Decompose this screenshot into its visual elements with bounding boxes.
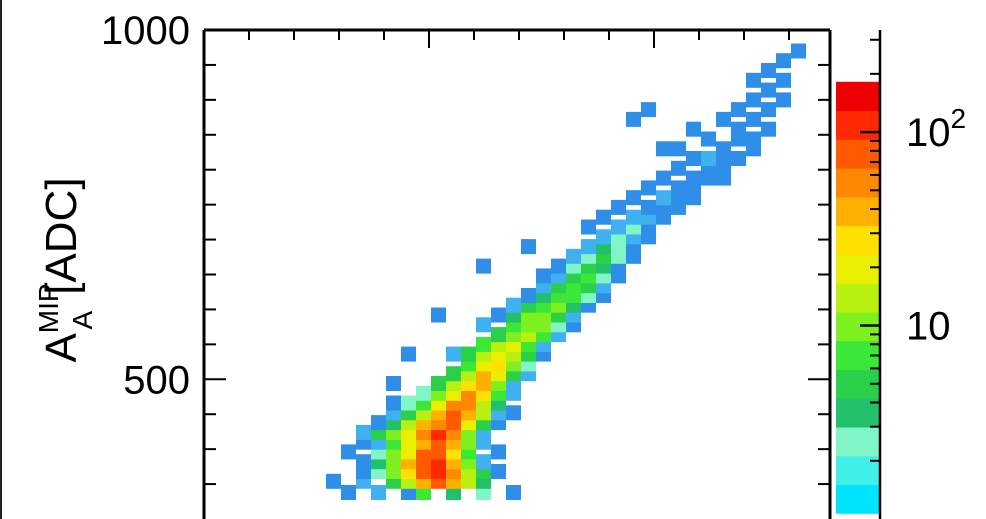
heatmap-cell (506, 405, 521, 421)
y-axis-title: AMIP A [ADC] (33, 177, 98, 362)
heatmap-cell (731, 151, 746, 166)
colorbar-segment (836, 139, 880, 169)
heatmap-cell (371, 485, 386, 500)
colorbar-segment (836, 484, 880, 514)
colorbar-tick-label: 10 (906, 305, 951, 349)
y-axis-title-superscript: MIP (33, 284, 64, 333)
heatmap-cell (506, 297, 521, 313)
heatmap-cell (656, 141, 671, 157)
heatmap-cell (536, 268, 551, 284)
heatmap-cell (641, 180, 656, 196)
heatmap-cell (596, 209, 611, 225)
colorbar-tick-exponent: 2 (951, 103, 967, 134)
heatmap-cell (611, 219, 626, 235)
heatmap-cell (401, 395, 416, 411)
heatmap-cell (476, 336, 491, 352)
heatmap-cell (491, 444, 506, 460)
heatmap-cell (491, 464, 506, 479)
heatmap-cell (581, 219, 596, 235)
heatmap-cell (776, 72, 791, 88)
heatmap-cell (551, 258, 566, 274)
y-axis-title-base: A (37, 333, 86, 363)
heatmap-cell (521, 239, 536, 255)
heatmap-cell (521, 288, 536, 303)
heatmap-cell (761, 121, 776, 137)
colorbar-segment (836, 225, 880, 255)
heatmap-cell (461, 346, 476, 362)
heatmap-cell (776, 92, 791, 108)
heatmap-cell (401, 346, 416, 362)
y-axis-title-unit: [ADC] (37, 177, 86, 294)
heatmap-cell (731, 102, 746, 118)
heatmap-cell (626, 209, 641, 225)
heatmap-cell (371, 415, 386, 431)
heatmap-cell (671, 141, 686, 157)
heatmap-cell (656, 190, 671, 206)
heatmap-cell (326, 473, 341, 489)
heatmap-cell (491, 327, 506, 343)
colorbar-segment (836, 427, 880, 457)
heatmap-cell (431, 376, 446, 391)
heatmap-cell (491, 307, 506, 323)
heatmap-cell (506, 485, 521, 500)
heatmap-cell (476, 258, 491, 274)
heatmap-cell (701, 131, 716, 147)
heatmap-cell (341, 485, 356, 500)
heatmap-cell (416, 385, 431, 401)
heatmap-cell (701, 151, 716, 166)
heatmap-cell (446, 366, 461, 382)
y-axis-ticks: 500 1000 (101, 9, 830, 486)
y-axis-title-subscript: A (67, 310, 98, 329)
colorbar-segment (836, 283, 880, 313)
y-tick-label: 500 (123, 358, 190, 402)
heatmap-cell (686, 170, 701, 186)
heatmap-cell (686, 121, 701, 137)
heatmap-cell (716, 111, 731, 127)
heatmap-cells (326, 43, 806, 500)
heatmap-cell (761, 63, 776, 78)
heatmap-cell (761, 102, 776, 118)
y-tick-label: 1000 (101, 9, 190, 53)
colorbar-segment (836, 110, 880, 140)
heatmap-cell (581, 239, 596, 255)
colorbar-segment (836, 81, 880, 112)
colorbar-segment (836, 254, 880, 284)
heatmap-cell (731, 121, 746, 137)
heatmap-cell (716, 141, 731, 157)
colorbar-segment (836, 168, 880, 198)
heatmap-cell (671, 160, 686, 176)
heatmap-cell (596, 229, 611, 245)
heatmap-cell (746, 92, 761, 108)
heatmap-cell (611, 199, 626, 215)
heatmap-cell (341, 444, 356, 460)
heatmap-cell (431, 307, 446, 323)
heatmap-cell (356, 454, 371, 470)
heatmap-cell (626, 190, 641, 206)
heatmap-cell (761, 82, 776, 98)
heatmap-cell (746, 131, 761, 147)
heatmap-cell (566, 248, 581, 264)
heatmap-cell (746, 72, 761, 88)
heatmap-cell (686, 151, 701, 166)
heatmap-cell (776, 53, 791, 69)
heatmap-cell (446, 346, 461, 362)
heatmap-cell (386, 376, 401, 391)
heatmap-cell (476, 317, 491, 333)
heatmap-cell (386, 395, 401, 411)
left-edge (0, 0, 2, 519)
heatmap-cell (641, 199, 656, 215)
heatmap-cell (671, 180, 686, 196)
heatmap-cell (356, 424, 371, 440)
heatmap-cell (791, 43, 806, 59)
heatmap-cell (626, 111, 641, 127)
colorbar-segment (836, 196, 880, 227)
heatmap-cell (641, 102, 656, 118)
heatmap-cell (656, 170, 671, 186)
heatmap-cell (476, 454, 491, 470)
heatmap-cell (746, 111, 761, 127)
